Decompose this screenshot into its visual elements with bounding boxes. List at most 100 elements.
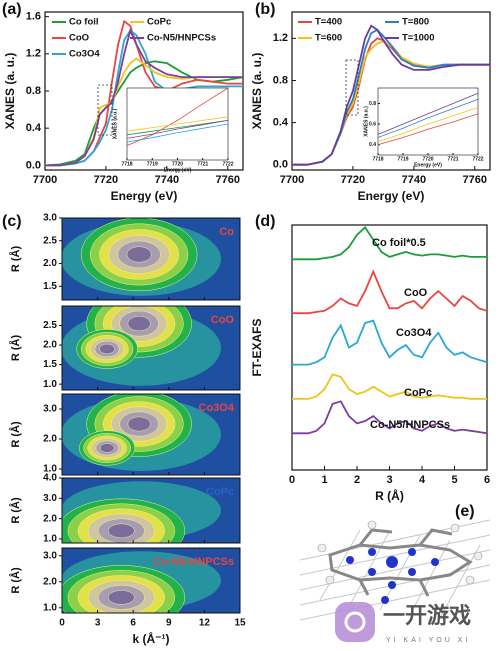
y-tick-label: 2.0 <box>43 258 57 269</box>
legend-label: T=1000 <box>402 33 435 44</box>
series-line <box>126 120 229 136</box>
contour-group <box>62 306 221 386</box>
x-tick-label: 7721 <box>447 156 458 162</box>
x-tick-label: 6 <box>484 474 490 486</box>
series-line <box>377 92 479 135</box>
panel-letter: (c) <box>2 213 22 230</box>
x-tick-label: 7720 <box>422 156 433 162</box>
y-tick-label: 2.0 <box>43 434 57 445</box>
contour-level <box>127 416 151 432</box>
y-axis-label: R (Å) <box>9 335 22 362</box>
x-tick-label: 3 <box>95 618 101 629</box>
curve-label: CoPc <box>404 387 432 399</box>
series-line <box>377 98 479 138</box>
watermark-text: 一开游戏 <box>383 603 471 628</box>
panel-frame <box>61 305 241 391</box>
series-line <box>292 373 487 400</box>
y-tick-label: 2.0 <box>43 513 57 524</box>
series-line <box>126 123 229 143</box>
contour-level <box>99 443 115 453</box>
curve-label: Co3O4 <box>396 327 432 339</box>
y-tick-label: 1.0 <box>43 379 57 390</box>
contour-group <box>62 551 221 613</box>
panel-letter: (e) <box>455 503 475 520</box>
y-tick-label: 1.2 <box>26 48 41 60</box>
wavelet-panel: CoPc 1.0 2.0 3.0 4.0 R (Å) <box>9 473 241 545</box>
x-tick-label: 7721 <box>197 161 208 167</box>
series-line <box>292 400 488 435</box>
x-tick-label: 7718 <box>121 161 132 167</box>
x-axis-label: Energy (eV) <box>164 167 192 173</box>
y-tick-label: 2.0 <box>43 340 57 351</box>
y-tick-label: 3.0 <box>43 550 57 561</box>
x-tick-label: 7760 <box>216 174 240 186</box>
watermark-subtext: YI KAI YOU XI <box>386 637 470 644</box>
legend-label: Co-N5/HNPCSs <box>147 33 216 44</box>
panel-letter: (a) <box>2 1 22 18</box>
curve-label: CoO <box>404 287 428 299</box>
y-axis-label: R (Å) <box>9 567 22 594</box>
panel-label: Co3O4 <box>199 402 235 414</box>
series-line <box>45 29 243 167</box>
x-tick-label: 6 <box>130 618 136 629</box>
x-axis-label: R (Å) <box>375 488 404 503</box>
panel-letter: (d) <box>255 213 275 230</box>
x-axis-label: k (Å⁻¹) <box>133 631 170 646</box>
panel-frame <box>61 217 241 301</box>
wavelet-panel: Co 1.5 2.0 2.5 3.0 R (Å) <box>9 213 241 301</box>
series-line <box>377 107 479 142</box>
y-tick-label: 1.0 <box>43 602 57 613</box>
x-tick-label: 7700 <box>280 174 304 186</box>
panel-frame <box>61 477 241 544</box>
x-tick-label: 5 <box>451 474 457 486</box>
y-axis-label: FT-EXAFS <box>250 318 264 376</box>
y-tick-label: 1.2 <box>273 32 288 44</box>
x-tick-label: 7720 <box>94 174 118 186</box>
y-axis-label: XANES (a. u.) <box>250 53 264 130</box>
y-axis-label: XANES (a.u.) <box>363 106 369 137</box>
series-line <box>126 116 229 132</box>
panel-label: Co <box>219 226 234 238</box>
x-tick-label: 0 <box>289 474 295 486</box>
x-tick-label: 3 <box>386 474 392 486</box>
contour-level <box>108 590 135 605</box>
y-tick-label: 2.5 <box>43 235 57 246</box>
y-tick-label: 1.0 <box>43 464 57 475</box>
watermark: 一开游戏 YI KAI YOU XI <box>335 602 471 644</box>
series-line <box>377 113 479 146</box>
y-axis-label: R (Å) <box>9 497 22 524</box>
x-tick-label: 7719 <box>147 161 158 167</box>
y-tick-label: 4.0 <box>43 473 57 484</box>
x-tick-label: 4 <box>419 474 426 486</box>
x-tick-label: 7720 <box>341 174 365 186</box>
y-axis-label: XANES (a.u.) <box>112 108 118 139</box>
zoom-box <box>345 59 359 116</box>
wavelet-panel: Co3O4 1.0 2.0 3.0 R (Å) <box>9 393 241 476</box>
panel-label: CoPc <box>206 486 234 498</box>
series-line <box>126 87 229 146</box>
y-tick-label: 1.5 <box>43 359 57 370</box>
y-tick-label: 0.6 <box>369 121 376 127</box>
legend-label: CoPc <box>147 17 171 28</box>
y-tick-label: 2.0 <box>43 576 57 587</box>
x-tick-label: 0 <box>59 618 65 629</box>
x-tick-label: 7719 <box>397 156 408 162</box>
series-line <box>292 24 490 166</box>
legend-label: Co foil <box>69 17 99 28</box>
legend-label: T=600 <box>315 33 342 44</box>
panel-frame <box>61 547 241 614</box>
y-tick-label: 2.5 <box>43 320 57 331</box>
molecule-image <box>299 519 491 621</box>
y-tick-label: 0.8 <box>26 85 41 97</box>
panel-label: Co-N5-HNPCSs <box>153 556 234 568</box>
y-axis-label: XANES (a. u.) <box>3 53 17 130</box>
y-tick-label: 1.6 <box>26 11 41 23</box>
y-tick-label: 0.4 <box>273 117 289 129</box>
panel-frame <box>61 393 241 476</box>
x-tick-label: 2 <box>354 474 360 486</box>
inset-frame <box>377 87 479 156</box>
legend-label: T=800 <box>402 17 429 28</box>
series-line <box>292 319 488 366</box>
y-tick-label: 3.0 <box>43 404 57 415</box>
